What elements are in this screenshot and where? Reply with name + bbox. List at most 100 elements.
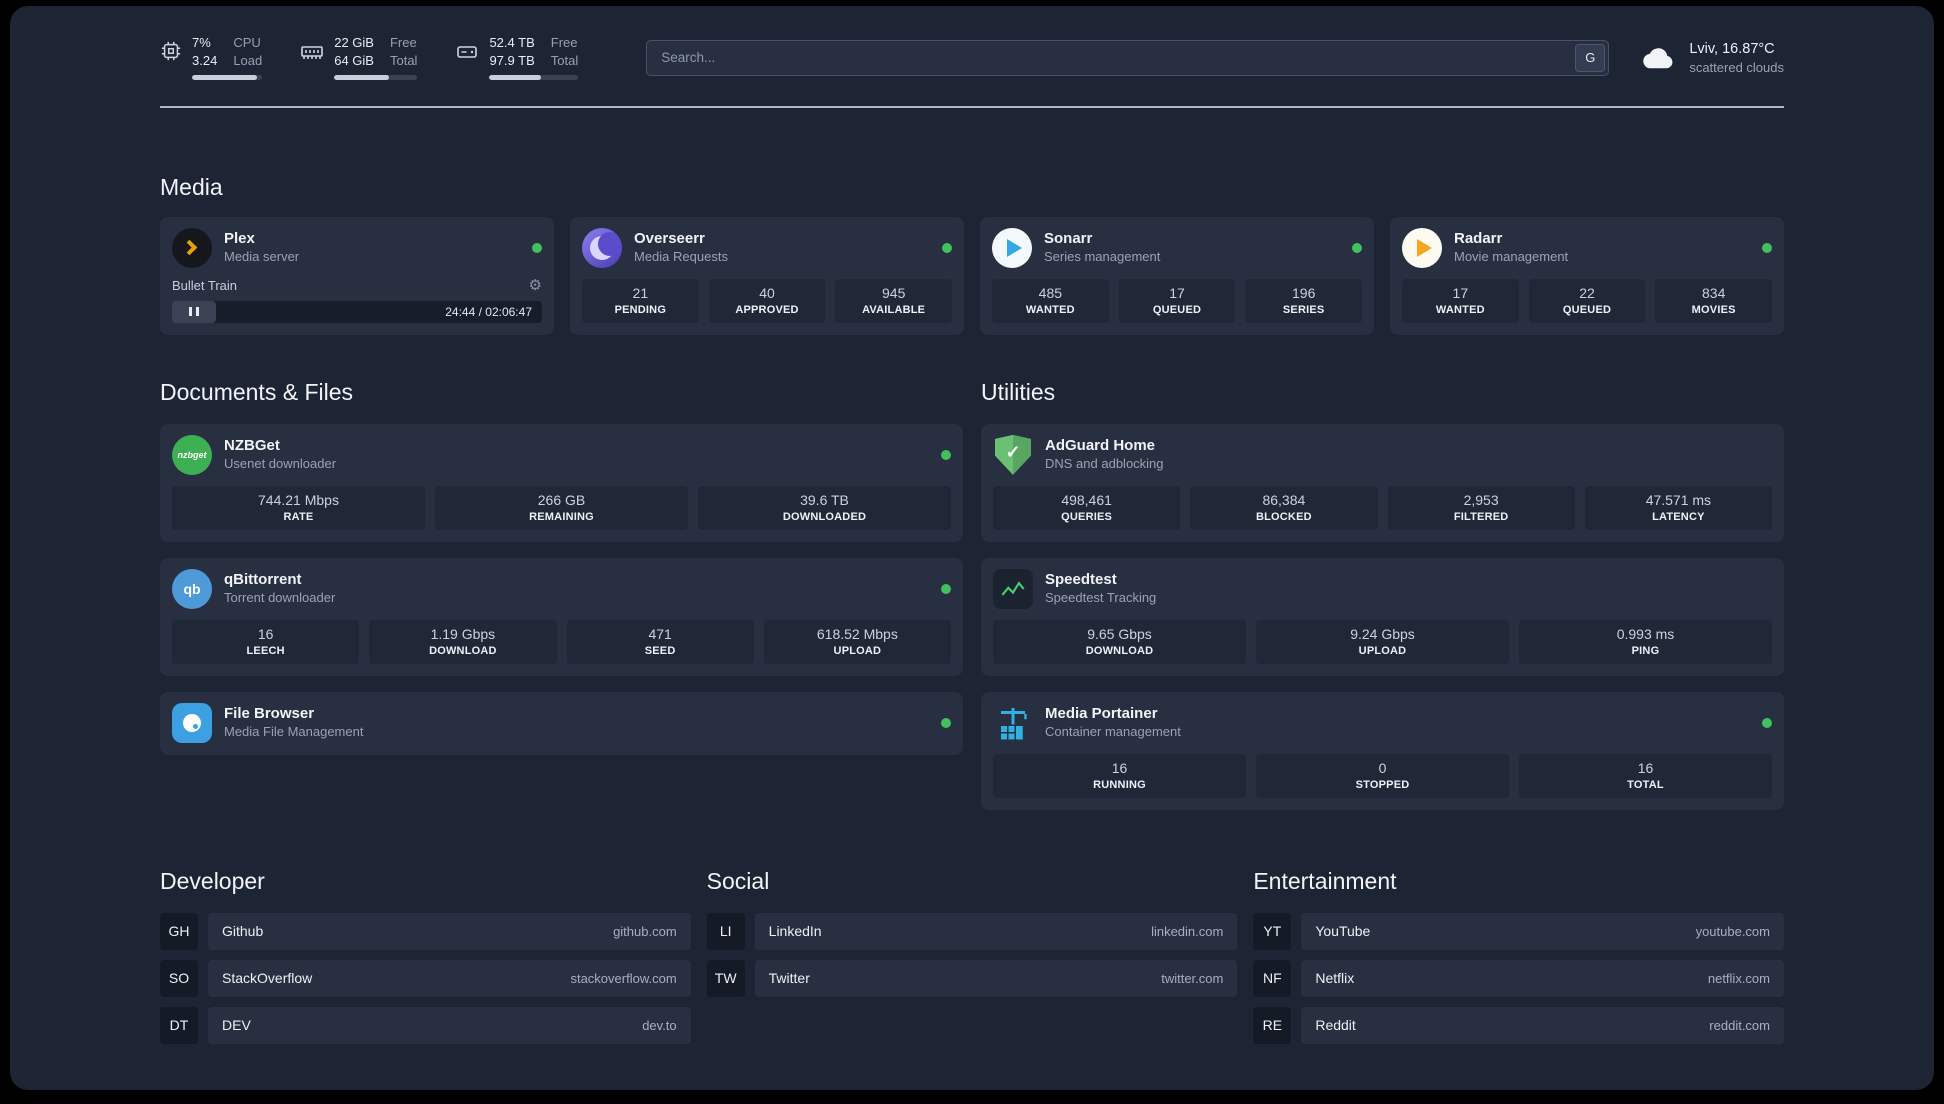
stat-tile: 86,384 BLOCKED <box>1190 485 1378 530</box>
sonarr-icon <box>992 227 1032 268</box>
app-card-qbittorrent[interactable]: qb qBittorrent Torrent downloader 16 LEE… <box>160 557 963 676</box>
status-dot <box>1762 717 1772 728</box>
stat-label: LEECH <box>246 644 285 657</box>
stat-value: 21 <box>632 284 649 301</box>
bookmark-youtube[interactable]: YT YouTube youtube.com <box>1253 912 1784 950</box>
app-desc-plex: Media server <box>224 249 300 265</box>
weather-widget[interactable]: Lviv, 16.87°C scattered clouds <box>1639 39 1784 77</box>
app-name-plex: Plex <box>224 229 255 247</box>
stat-label: DOWNLOAD <box>1085 644 1154 657</box>
top-bar: 7% 3.24 CPU Load <box>160 35 1784 80</box>
bookmark-url: dev.to <box>642 1017 677 1033</box>
status-dot <box>942 242 952 253</box>
playback-progress-bar[interactable]: 24:44 / 02:06:47 <box>172 300 542 323</box>
bookmarks-developer: Developer GH Github github.com SO StackO… <box>160 868 691 1054</box>
speedtest-icon <box>993 568 1033 609</box>
playback-time: 24:44 / 02:06:47 <box>445 304 532 319</box>
app-card-nzbget[interactable]: nzbget NZBGet Usenet downloader 744.21 M… <box>160 423 963 542</box>
bookmark-abbr: YT <box>1253 912 1292 950</box>
stat-value: 86,384 <box>1262 491 1306 508</box>
stat-tile: 945 AVAILABLE <box>835 278 953 323</box>
bookmark-linkedin[interactable]: LI LinkedIn linkedin.com <box>706 912 1238 950</box>
app-card-portainer[interactable]: Media Portainer Container management 16 … <box>981 691 1784 810</box>
stat-label: BLOCKED <box>1255 510 1312 523</box>
stat-tile: 498,461 QUERIES <box>993 485 1181 530</box>
app-name-portainer: Media Portainer <box>1045 704 1158 722</box>
ram-total-label: Total <box>389 52 418 68</box>
app-card-filebrowser[interactable]: File Browser Media File Management <box>160 691 963 755</box>
status-dot <box>1762 242 1772 253</box>
section-title-utilities: Utilities <box>981 378 1056 405</box>
pause-button[interactable] <box>172 300 216 323</box>
bookmark-netflix[interactable]: NF Netflix netflix.com <box>1253 959 1784 997</box>
bookmark-stackoverflow[interactable]: SO StackOverflow stackoverflow.com <box>160 959 691 997</box>
stat-value: 0 <box>1378 759 1387 776</box>
app-desc-adguard: DNS and adblocking <box>1045 456 1164 472</box>
stat-value: 744.21 Mbps <box>258 491 339 508</box>
cpu-percent: 7% <box>192 35 211 50</box>
disk-progress-bar <box>489 74 579 80</box>
stat-tile: 16 TOTAL <box>1519 753 1772 798</box>
gear-icon[interactable]: ⚙ <box>528 276 542 294</box>
app-name-adguard: AdGuard Home <box>1045 436 1156 454</box>
app-desc-overseerr: Media Requests <box>634 249 728 265</box>
app-card-speedtest[interactable]: Speedtest Speedtest Tracking 9.65 Gbps D… <box>981 557 1784 676</box>
bookmark-dev[interactable]: DT DEV dev.to <box>160 1006 691 1044</box>
stat-tile: 471 SEED <box>566 619 754 664</box>
qbittorrent-icon: qb <box>172 568 212 609</box>
bookmark-abbr: LI <box>706 912 745 950</box>
bookmark-name: LinkedIn <box>768 923 822 940</box>
app-card-plex[interactable]: Plex Media server Bullet Train ⚙ 24:44 /… <box>160 216 554 335</box>
bookmark-name: Twitter <box>768 970 810 987</box>
app-card-radarr[interactable]: Radarr Movie management 17 WANTED 22 QUE… <box>1390 216 1784 335</box>
status-dot <box>532 242 542 253</box>
stat-value: 196 <box>1292 284 1316 301</box>
stat-tile: 39.6 TB DOWNLOADED <box>698 485 951 530</box>
stat-label: MOVIES <box>1691 303 1736 316</box>
cpu-icon <box>160 40 182 62</box>
stat-tile: 618.52 Mbps UPLOAD <box>763 619 951 664</box>
ram-free-value: 22 GiB <box>334 35 374 50</box>
app-card-sonarr[interactable]: Sonarr Series management 485 WANTED 17 Q… <box>980 216 1374 335</box>
disk-total-label: Total <box>550 52 579 68</box>
status-dot <box>941 583 951 594</box>
stat-label: STOPPED <box>1355 778 1410 791</box>
app-desc-radarr: Movie management <box>1454 249 1569 265</box>
stat-label: DOWNLOADED <box>782 510 867 523</box>
stat-value: 834 <box>1702 284 1726 301</box>
search-engine-button[interactable]: G <box>1575 43 1606 72</box>
search-input[interactable] <box>646 39 1610 76</box>
stat-tile: 47.571 ms LATENCY <box>1584 485 1772 530</box>
stat-value: 40 <box>759 284 775 301</box>
app-card-adguard[interactable]: AdGuard Home DNS and adblocking 498,461 … <box>981 423 1784 542</box>
bookmark-name: Reddit <box>1315 1017 1356 1034</box>
stat-tile: 16 LEECH <box>172 619 360 664</box>
app-desc-sonarr: Series management <box>1044 249 1161 265</box>
bookmark-twitter[interactable]: TW Twitter twitter.com <box>706 959 1238 997</box>
section-title-media: Media <box>160 173 223 200</box>
disk-total-value: 97.9 TB <box>489 52 535 68</box>
cpu-label: CPU <box>233 35 261 50</box>
app-name-radarr: Radarr <box>1454 229 1503 247</box>
app-card-overseerr[interactable]: Overseerr Media Requests 21 PENDING 40 A… <box>570 216 964 335</box>
bookmarks-social: Social LI LinkedIn linkedin.com TW Twitt… <box>706 868 1238 1054</box>
disk-free-label: Free <box>550 35 578 50</box>
bookmark-url: linkedin.com <box>1151 923 1224 939</box>
ram-icon <box>300 40 324 64</box>
stat-tile: 22 QUEUED <box>1528 278 1646 323</box>
bookmark-reddit[interactable]: RE Reddit reddit.com <box>1253 1006 1784 1044</box>
ram-total-value: 64 GiB <box>334 52 374 68</box>
stat-label: RUNNING <box>1093 778 1146 791</box>
plex-icon <box>172 227 212 268</box>
cpu-load-value: 3.24 <box>192 52 218 68</box>
stat-label: FILTERED <box>1453 510 1509 523</box>
bookmark-github[interactable]: GH Github github.com <box>160 912 691 950</box>
app-name-filebrowser: File Browser <box>224 704 315 722</box>
app-desc-speedtest: Speedtest Tracking <box>1045 590 1157 606</box>
bookmark-name: DEV <box>222 1017 251 1034</box>
stat-tile: 16 RUNNING <box>993 753 1246 798</box>
stat-label: QUEUED <box>1562 303 1612 316</box>
status-dot <box>1352 242 1362 253</box>
stat-value: 39.6 TB <box>800 491 849 508</box>
bookmark-url: netflix.com <box>1707 970 1770 986</box>
